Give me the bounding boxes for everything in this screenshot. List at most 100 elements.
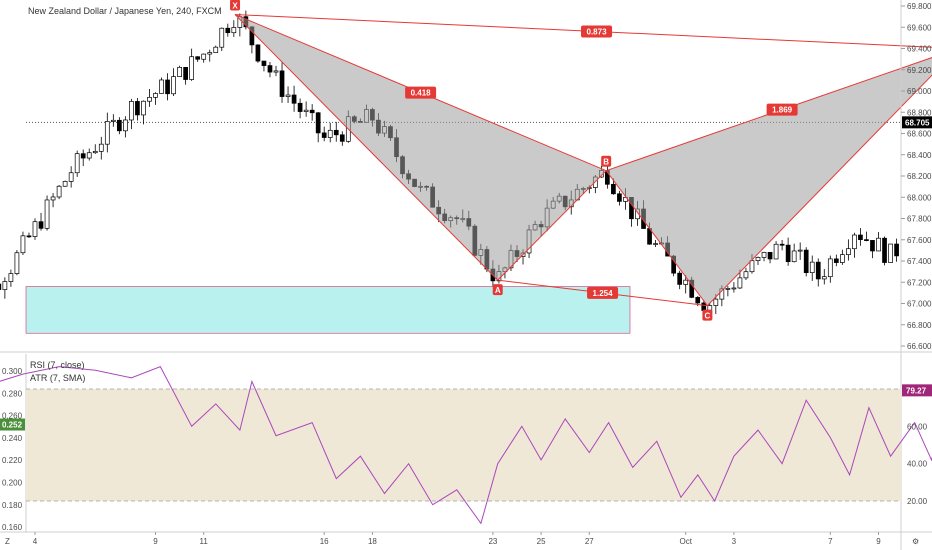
settings-icon[interactable]: ⚙ bbox=[912, 537, 919, 546]
candle-body bbox=[701, 302, 707, 311]
price-tick-label: 67.400 bbox=[907, 257, 932, 266]
pattern-leg-xa[interactable] bbox=[234, 14, 499, 281]
candle-body bbox=[297, 102, 303, 112]
candle-body bbox=[135, 101, 140, 116]
candle-body bbox=[153, 93, 158, 98]
atr-tick-label: 0.180 bbox=[2, 501, 23, 510]
atr-value-label: 0.252 bbox=[2, 421, 23, 430]
candle-body bbox=[876, 237, 881, 252]
time-tick-label: 9 bbox=[153, 537, 158, 546]
candle-body bbox=[827, 258, 833, 278]
candle-body bbox=[303, 109, 309, 112]
candle-body bbox=[888, 243, 893, 263]
price-tick-label: 69.800 bbox=[907, 2, 932, 11]
time-tick-label: Oct bbox=[679, 537, 692, 546]
pattern-leg-cd[interactable] bbox=[707, 49, 932, 306]
rsi-value-badge bbox=[902, 384, 932, 397]
price-tick-label: 68.200 bbox=[907, 172, 932, 181]
indicator-pane[interactable]: RSI (7, close) ATR (7, SMA) 0.3000.2800.… bbox=[0, 360, 932, 532]
rsi-tick-label: 60.00 bbox=[907, 422, 928, 431]
candle-body bbox=[882, 237, 887, 263]
pattern-leg-ab[interactable] bbox=[497, 170, 607, 281]
ratio-bg bbox=[587, 286, 619, 299]
candle-body bbox=[0, 283, 2, 290]
candle-body bbox=[695, 297, 701, 304]
price-tick-label: 69.000 bbox=[907, 87, 932, 96]
price-tick-label: 68.400 bbox=[907, 151, 932, 160]
candle-body bbox=[8, 273, 14, 282]
candle-body bbox=[785, 244, 791, 263]
time-axis-corner-left[interactable]: Z bbox=[5, 537, 10, 546]
candle-body bbox=[731, 287, 737, 290]
candle-body bbox=[123, 119, 128, 132]
time-tick-label: 11 bbox=[200, 537, 209, 546]
time-tick-label: 16 bbox=[320, 537, 329, 546]
candle-body bbox=[20, 235, 26, 254]
ratio-label-xb: 0.418 bbox=[411, 89, 432, 98]
candle-body bbox=[773, 243, 779, 260]
candle-body bbox=[809, 261, 815, 274]
price-tick-label: 67.000 bbox=[907, 300, 932, 309]
candle-body bbox=[291, 94, 297, 104]
candle-body bbox=[219, 27, 225, 48]
pattern-leg-bc[interactable] bbox=[605, 170, 708, 306]
candle-body bbox=[44, 199, 50, 229]
rsi-band bbox=[26, 389, 901, 501]
candle-body bbox=[864, 239, 869, 241]
candle-body bbox=[267, 65, 273, 73]
ratio-bg bbox=[581, 25, 613, 38]
time-tick-label: 4 bbox=[33, 537, 38, 546]
price-tick-label: 68.000 bbox=[907, 193, 932, 202]
atr-axis: 0.300 0.280 0.260 0.240 0.220 0.200 0.180 0.160… bbox=[0, 367, 25, 532]
demand-zone[interactable] bbox=[25, 286, 631, 334]
candle-body bbox=[38, 221, 44, 229]
candle-body bbox=[767, 251, 773, 260]
candle-body bbox=[62, 181, 68, 187]
candle-body bbox=[315, 112, 321, 134]
candle-body bbox=[86, 152, 92, 159]
candle-body bbox=[177, 66, 182, 77]
rsi-legend[interactable]: RSI (7, close) bbox=[30, 360, 85, 370]
time-axis[interactable]: 49111618232527Oct37914162123 bbox=[33, 532, 932, 546]
time-tick-label: 23 bbox=[488, 537, 497, 546]
candle-body bbox=[617, 193, 622, 202]
candle-body bbox=[165, 79, 170, 95]
price-axis[interactable]: 69.800 69.600 69.400 69.200 69.000 68.800 68.6… bbox=[901, 2, 932, 351]
candle-body bbox=[791, 250, 797, 263]
atr-tick-label: 0.240 bbox=[2, 434, 23, 443]
ratio-bg bbox=[405, 86, 437, 99]
candle-body bbox=[189, 56, 194, 80]
atr-tick-label: 0.300 bbox=[2, 367, 23, 376]
rsi-tick-label: 40.00 bbox=[907, 460, 928, 469]
candle-body bbox=[183, 66, 188, 80]
time-tick-label: 25 bbox=[537, 537, 546, 546]
candle-body bbox=[32, 221, 38, 237]
candle-body bbox=[803, 249, 809, 274]
atr-legend[interactable]: ATR (7, SMA) bbox=[30, 373, 85, 383]
rsi-value-label: 79.27 bbox=[906, 386, 927, 395]
candle-body bbox=[104, 121, 110, 145]
candle-body bbox=[129, 101, 134, 121]
candle-body bbox=[677, 272, 683, 285]
candle-body bbox=[333, 129, 339, 136]
ratio-bg bbox=[766, 103, 798, 116]
candle-body bbox=[725, 288, 731, 290]
candle-body bbox=[195, 56, 201, 60]
candle-body bbox=[846, 248, 851, 255]
candle-body bbox=[713, 298, 719, 306]
candle-body bbox=[279, 70, 285, 97]
point-label-a: A bbox=[495, 286, 501, 295]
point-label-bg bbox=[702, 309, 713, 321]
candle-body bbox=[171, 76, 176, 95]
point-label-x: X bbox=[232, 2, 238, 11]
candle-body bbox=[56, 185, 62, 198]
candle-body bbox=[870, 240, 875, 252]
candle-body bbox=[749, 260, 755, 273]
rsi-tick-label: 20.00 bbox=[907, 497, 928, 506]
candle-body bbox=[213, 46, 219, 53]
price-tick-label: 69.400 bbox=[907, 45, 932, 54]
